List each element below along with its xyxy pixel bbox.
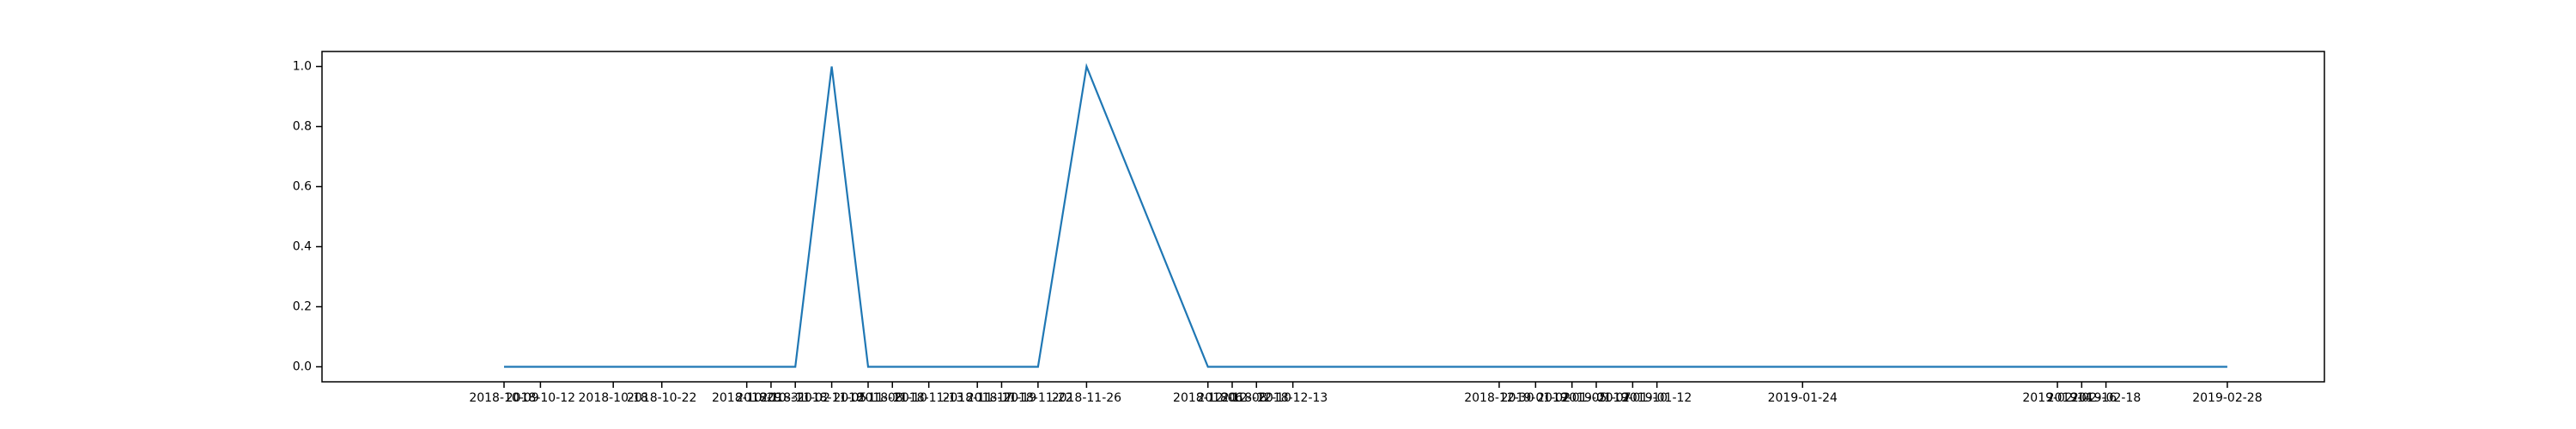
x-tick-label: 2018-11-13 xyxy=(894,391,963,405)
y-tick-label: 0.0 xyxy=(293,360,312,374)
x-tick-label: 2018-11-17 xyxy=(943,391,1012,405)
x-tick-label: 2019-01-12 xyxy=(1622,391,1692,405)
x-tick-label: 2019-02-28 xyxy=(2192,391,2262,405)
x-tick-label: 2018-12-06 xyxy=(1173,391,1242,405)
x-tick-label: 2018-12-13 xyxy=(1258,391,1327,405)
x-tick-label: 2018-12-30 xyxy=(1464,391,1534,405)
x-tick-label: 2018-11-26 xyxy=(1052,391,1121,405)
x-tick-label: 2019-02-14 xyxy=(2022,391,2092,405)
x-tick-label: 2018-11-10 xyxy=(858,391,927,405)
x-tick-label: 2018-10-22 xyxy=(627,391,696,405)
x-tick-label: 2018-10-31 xyxy=(736,391,805,405)
x-tick-label: 2018-10-18 xyxy=(579,391,648,405)
x-tick-label: 2018-12-10 xyxy=(1222,391,1291,405)
x-tick-label: 2018-11-02 xyxy=(761,391,830,405)
y-tick-label: 0.4 xyxy=(293,240,312,254)
x-tick-label: 2019-01-02 xyxy=(1501,391,1571,405)
x-tick-label: 2018-10-12 xyxy=(506,391,575,405)
x-tick-label: 2018-11-08 xyxy=(833,391,902,405)
y-tick-label: 0.8 xyxy=(293,120,312,134)
x-tick-label: 2019-02-18 xyxy=(2071,391,2141,405)
x-tick-label: 2018-10-29 xyxy=(712,391,781,405)
x-tick-label: 2019-01-24 xyxy=(1768,391,1838,405)
x-tick-label: 2018-11-05 xyxy=(797,391,866,405)
x-tick-label: 2018-11-19 xyxy=(967,391,1036,405)
y-tick-label: 1.0 xyxy=(293,60,312,74)
series-line xyxy=(504,63,2227,368)
x-tick-label: 2019-02-16 xyxy=(2047,391,2117,405)
x-tick-label: 2019-01-07 xyxy=(1561,391,1631,405)
x-tick-label: 2018-12-08 xyxy=(1197,391,1267,405)
axes-frame xyxy=(321,51,2325,383)
x-tick-label: 2019-01-05 xyxy=(1537,391,1607,405)
y-tick-label: 0.2 xyxy=(293,300,312,314)
x-tick-label: 2019-01-10 xyxy=(1598,391,1668,405)
x-tick-label: 2018-11-22 xyxy=(1003,391,1072,405)
x-tick-label: 2018-10-09 xyxy=(469,391,538,405)
y-tick-label: 0.6 xyxy=(293,180,312,194)
